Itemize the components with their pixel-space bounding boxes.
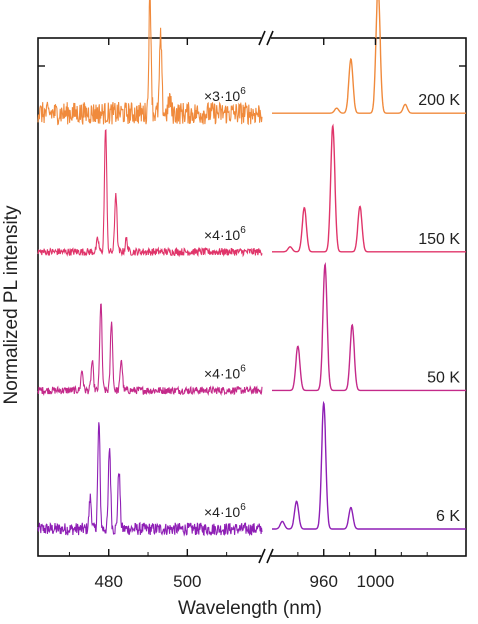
series-200k-right-trace xyxy=(272,0,466,114)
series-200k xyxy=(37,0,466,126)
series-150k-left-trace xyxy=(37,128,263,258)
plot-frame xyxy=(37,37,467,557)
scale-factor-150k: ×4·106 xyxy=(204,225,246,243)
scale-factor-50k: ×4·106 xyxy=(204,363,246,381)
axis-break-mark xyxy=(258,548,266,564)
axis-break-gap xyxy=(261,30,271,46)
plot-border xyxy=(37,37,467,557)
scale-factor-6k: ×4·106 xyxy=(204,502,246,520)
series-200k-left-trace xyxy=(37,0,263,126)
series-label-200k: 200 K xyxy=(418,92,460,109)
series-label-150k: 150 K xyxy=(418,231,460,248)
y-axis-title: Normalized PL intensity xyxy=(1,205,22,404)
x-axis-title: Wavelength (nm) xyxy=(178,598,322,619)
axis-layer: 480 500 960 1000 xyxy=(38,30,466,591)
axis-break-gap xyxy=(261,548,271,564)
series-6k-right-trace xyxy=(272,400,466,530)
axis-break-mark xyxy=(266,30,274,46)
axis-break-mark xyxy=(266,548,274,564)
series-label-50k: 50 K xyxy=(427,369,460,386)
scale-factor-200k: ×3·106 xyxy=(204,86,246,104)
series-6k xyxy=(37,400,466,537)
x-480-tick-label: 480 xyxy=(95,572,123,591)
x-960-tick-label: 960 xyxy=(310,572,338,591)
label-layer: 6 K ×4·106 50 K ×4·106 150 K ×4·106 200 K ×3·10… xyxy=(204,86,460,525)
series-50k-right-trace xyxy=(272,262,466,392)
x-1000-tick-label: 1000 xyxy=(357,572,395,591)
series-label-6k: 6 K xyxy=(436,508,460,525)
series-150k-right-trace xyxy=(272,123,466,253)
series-50k-left-trace xyxy=(37,303,263,397)
series-150k xyxy=(37,123,466,258)
series-50k xyxy=(37,262,466,397)
axis-break-mark xyxy=(258,30,266,46)
series-6k-left-trace xyxy=(37,422,263,537)
x-500-tick-label: 500 xyxy=(173,572,201,591)
series-layer xyxy=(37,0,466,537)
